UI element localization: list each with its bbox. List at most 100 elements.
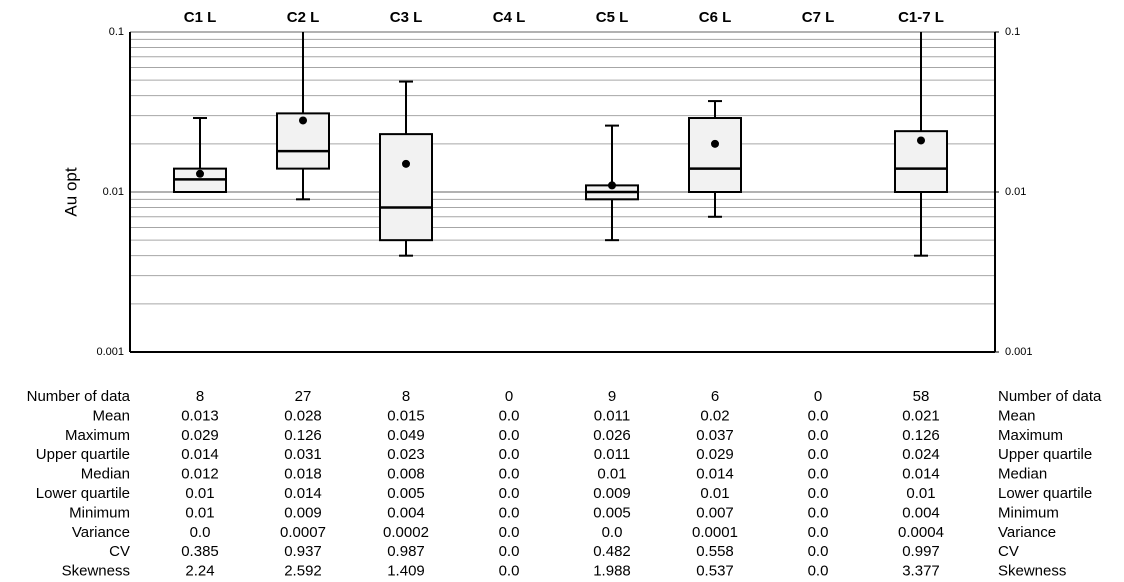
table-cell: 0.0 [499,446,520,463]
row-label: CV [109,543,130,560]
table-cell: 0.011 [594,407,630,424]
mean-dot [402,159,410,168]
table-cell: 0.015 [387,407,425,424]
table-cell: 0.0 [602,524,623,541]
table-cell: 0.009 [593,485,631,502]
table-cell: 0.028 [284,407,322,424]
table-cell: 0.0 [808,563,829,580]
row-label-right: Median [998,466,1047,483]
table-cell: 0.007 [696,504,734,521]
table-cell: 1.988 [593,563,631,580]
table-cell: 0.014 [181,446,219,463]
table-cell: 0.005 [593,504,631,521]
row-label-right: Mean [998,407,1036,424]
table-cell: 3.377 [902,563,940,580]
mean-dot [196,169,204,178]
category-label: C1-7 L [898,9,944,26]
table-cell: 0.482 [593,543,631,560]
table-cell: 0.008 [387,466,425,483]
table-cell: 0.023 [387,446,425,463]
table-cell: 0.0002 [383,524,429,541]
table-cell: 0.01 [185,504,214,521]
y-tick-label: 0.01 [103,186,124,198]
y-axis-label: Au opt [61,167,80,216]
category-label: C6 L [699,9,732,26]
table-cell: 0.0 [499,427,520,444]
row-label-right: Maximum [998,427,1063,444]
table-cell: 0.029 [181,427,219,444]
row-label: Median [81,466,130,483]
row-label: Variance [72,524,130,541]
table-cell: 0.937 [284,543,322,560]
table-cell: 0.0 [499,466,520,483]
table-cell: 0.537 [696,563,734,580]
category-label: C4 L [493,9,526,26]
table-cell: 0.126 [284,427,322,444]
table-cell: 0.0 [808,446,829,463]
table-cell: 0.0 [499,485,520,502]
table-cell: 0.037 [696,427,734,444]
table-cell: 0.018 [284,466,322,483]
table-cell: 0.013 [181,407,219,424]
table-cell: 0.0 [808,485,829,502]
table-cell: 0.0 [808,543,829,560]
table-cell: 0.385 [181,543,219,560]
row-label-right: Skewness [998,563,1066,580]
table-cell: 0.0 [808,427,829,444]
table-cell: 0.0 [499,504,520,521]
table-cell: 0.009 [284,504,322,521]
category-label: C5 L [596,9,629,26]
table-cell: 0 [814,388,822,405]
row-label: Minimum [69,504,130,521]
table-cell: 0.126 [902,427,940,444]
table-cell: 0.026 [593,427,631,444]
table-cell: 0.0 [190,524,211,541]
table-cell: 0.0001 [692,524,738,541]
table-cell: 0.049 [387,427,425,444]
table-cell: 0.0007 [280,524,326,541]
row-label: Upper quartile [36,446,130,463]
row-label-right: Number of data [998,388,1102,405]
y-tick-label: 0.1 [109,26,124,38]
row-label: Number of data [27,388,131,405]
y2-tick-label: 0.1 [1005,26,1020,38]
category-label: C3 L [390,9,423,26]
table-cell: 0.558 [696,543,734,560]
table-cell: 0.0 [808,524,829,541]
table-cell: 6 [711,388,719,405]
y2-tick-label: 0.001 [1005,346,1033,358]
table-cell: 8 [402,388,410,405]
table-cell: 0 [505,388,513,405]
table-cell: 8 [196,388,204,405]
table-cell: 0.0004 [898,524,944,541]
table-cell: 27 [295,388,312,405]
table-cell: 0.0 [808,407,829,424]
row-label: Mean [92,407,130,424]
table-cell: 0.01 [597,466,626,483]
table-cell: 0.0 [499,524,520,541]
table-cell: 0.011 [594,446,630,463]
mean-dot [917,136,925,145]
table-cell: 0.005 [387,485,425,502]
table-cell: 0.0 [499,563,520,580]
table-cell: 0.004 [902,504,940,521]
table-cell: 0.029 [696,446,734,463]
table-cell: 0.01 [185,485,214,502]
table-cell: 0.014 [902,466,940,483]
mean-dot [711,139,719,148]
y2-tick-label: 0.01 [1005,186,1026,198]
row-label-right: Upper quartile [998,446,1092,463]
table-cell: 2.24 [185,563,214,580]
table-cell: 0.024 [902,446,940,463]
table-cell: 0.014 [284,485,322,502]
table-cell: 0.014 [696,466,734,483]
table-cell: 0.01 [700,485,729,502]
table-cell: 0.0 [808,466,829,483]
category-label: C7 L [802,9,835,26]
row-label: Skewness [62,563,130,580]
plot-area [173,32,948,257]
box [379,133,433,242]
table-cell: 0.031 [284,446,322,463]
row-label-right: Variance [998,524,1056,541]
